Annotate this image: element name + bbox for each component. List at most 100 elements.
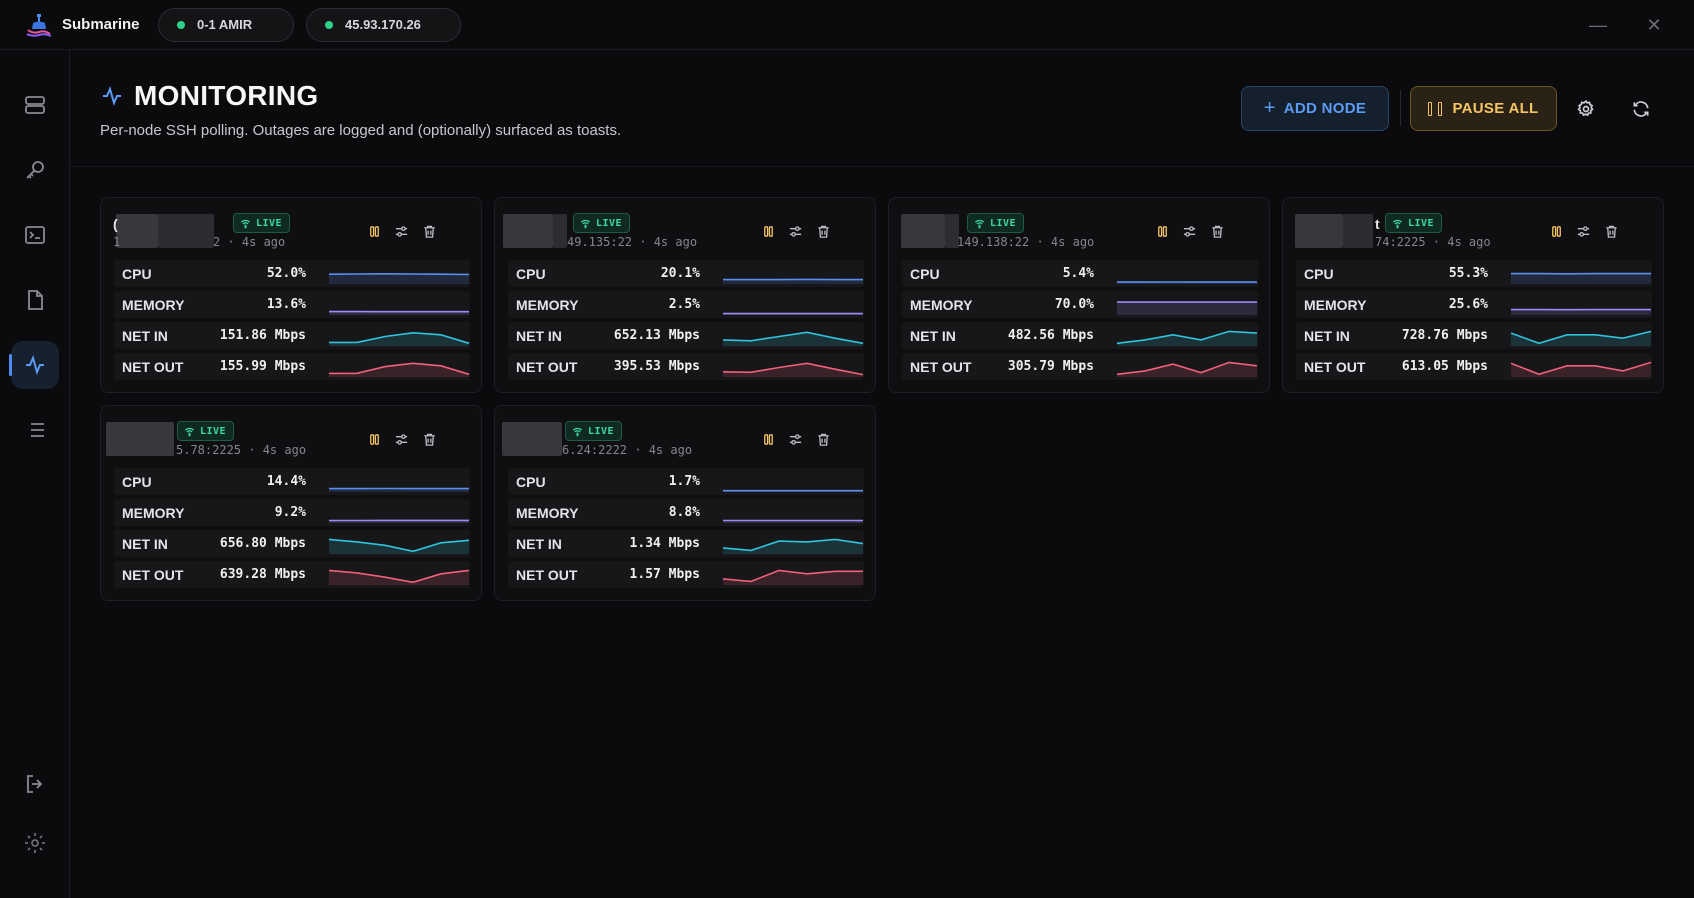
node-host-fragment: 1 (113, 235, 121, 249)
live-badge: LIVE (573, 213, 631, 233)
node-settings-button[interactable] (1180, 222, 1198, 240)
nav-files[interactable] (11, 276, 59, 324)
delete-node-button[interactable] (1208, 222, 1226, 240)
node-card-header: LIVE 49.135:22 · 4s ago (495, 198, 875, 254)
refresh-icon (1633, 101, 1649, 117)
nav-monitoring[interactable] (9, 341, 59, 389)
activity-icon (26, 355, 44, 375)
node-settings-button[interactable] (1574, 222, 1592, 240)
metric-row-net-in: NET IN 1.34 Mbps (508, 530, 864, 557)
file-icon (28, 290, 43, 310)
sparkline-cpu (723, 278, 863, 284)
sliders-icon (1183, 225, 1195, 237)
metric-row-net-out: NET OUT 613.05 Mbps (1296, 353, 1652, 380)
pause-node-button[interactable] (1153, 222, 1171, 240)
metric-value: 8.8% (668, 505, 700, 520)
nav-logout[interactable] (11, 760, 59, 808)
delete-node-button[interactable] (814, 430, 832, 448)
node-settings-button[interactable] (392, 430, 410, 448)
delete-node-button[interactable] (1602, 222, 1620, 240)
sparkline-net-in (722, 538, 864, 554)
metric-row-cpu: CPU 1.7% (508, 468, 864, 495)
sparkline-line (1116, 330, 1258, 345)
nav-settings[interactable] (11, 819, 59, 867)
nav-servers[interactable] (11, 81, 59, 129)
gear-icon (1577, 99, 1594, 117)
metric-value: 13.6% (266, 297, 306, 312)
metric-value: 20.1% (660, 266, 700, 281)
node-settings-button[interactable] (786, 222, 804, 240)
sliders-icon (395, 433, 407, 445)
minimize-button[interactable]: — (1589, 14, 1607, 35)
metric-label: NET IN (1304, 328, 1350, 344)
terminal-icon (25, 226, 45, 244)
pause-all-button[interactable]: PAUSE ALL (1410, 86, 1557, 131)
nav-terminal[interactable] (11, 211, 59, 259)
sparkline-net-in (1510, 330, 1652, 346)
metric-label: CPU (516, 266, 546, 282)
sparkline-cpu (328, 272, 470, 284)
live-label: LIVE (200, 425, 227, 437)
nav-logs[interactable] (11, 406, 59, 454)
connection-label: 45.93.170.26 (345, 17, 421, 32)
metric-label: NET IN (122, 328, 168, 344)
metric-label: MEMORY (516, 505, 579, 521)
sparkline-net-out (328, 362, 470, 377)
node-card-header: LIVE 5.78:2225 · 4s ago (101, 406, 481, 462)
settings-button[interactable] (1572, 95, 1600, 123)
sparkline-net-out (722, 569, 863, 585)
metric-value: 639.28 Mbps (219, 567, 306, 582)
metric-label: NET IN (910, 328, 956, 344)
refresh-button[interactable] (1627, 95, 1655, 123)
metric-value: 5.4% (1062, 266, 1094, 281)
pause-node-button[interactable] (365, 430, 383, 448)
sparkline-area (329, 273, 469, 284)
metric-label: NET OUT (516, 359, 578, 375)
sliders-icon (1577, 225, 1589, 237)
sparkline-net-in (328, 538, 470, 554)
sparkline-memory (329, 310, 469, 315)
metric-value: 1.34 Mbps (629, 536, 700, 551)
sparkline-memory (329, 519, 469, 523)
redacted-node-name (116, 214, 158, 248)
connection-pill-2[interactable]: 45.93.170.26 (306, 7, 461, 42)
pause-node-button[interactable] (1547, 222, 1565, 240)
node-card: (LIVE 2 · 4s ago 1 CPU 52.0% MEMORY 13.6% NET I… (100, 197, 482, 393)
pause-node-button[interactable] (759, 430, 777, 448)
sparkline-area (1117, 331, 1257, 346)
sparkline-area (723, 363, 863, 377)
delete-node-button[interactable] (420, 430, 438, 448)
delete-node-button[interactable] (420, 222, 438, 240)
metric-row-net-in: NET IN 728.76 Mbps (1296, 322, 1652, 349)
node-name-fragment: t (1375, 216, 1380, 232)
metric-row-memory: MEMORY 13.6% (114, 291, 470, 318)
node-card: LIVE 149.138:22 · 4s ago CPU 5.4% MEMORY 70.0… (888, 197, 1270, 393)
live-badge: LIVE (565, 421, 623, 441)
pause-icon (1551, 225, 1561, 237)
node-settings-button[interactable] (392, 222, 410, 240)
pause-icon (369, 225, 379, 237)
sparkline-memory (723, 312, 863, 315)
connection-pill-1[interactable]: 0-1 AMIR (158, 7, 294, 42)
metric-value: 613.05 Mbps (1401, 359, 1488, 374)
node-host: 149.138:22 · 4s ago (957, 235, 1095, 249)
nav-keys[interactable] (11, 146, 59, 194)
redacted-node-name (553, 214, 567, 248)
delete-node-button[interactable] (814, 222, 832, 240)
trash-icon (1605, 225, 1617, 238)
pause-icon (763, 225, 773, 237)
metric-label: NET IN (516, 328, 562, 344)
live-label: LIVE (256, 217, 283, 229)
metric-value: 728.76 Mbps (1401, 328, 1488, 343)
close-button[interactable]: ✕ (1646, 14, 1662, 35)
sparkline-net-out (328, 569, 470, 585)
node-settings-button[interactable] (786, 430, 804, 448)
sparkline-line (722, 538, 864, 552)
add-node-button[interactable]: + ADD NODE (1241, 86, 1389, 131)
metric-label: MEMORY (122, 505, 185, 521)
pause-node-button[interactable] (759, 222, 777, 240)
metric-value: 1.7% (668, 474, 700, 489)
live-badge: LIVE (177, 421, 235, 441)
pause-node-button[interactable] (365, 222, 383, 240)
live-badge: LIVE (233, 213, 291, 233)
